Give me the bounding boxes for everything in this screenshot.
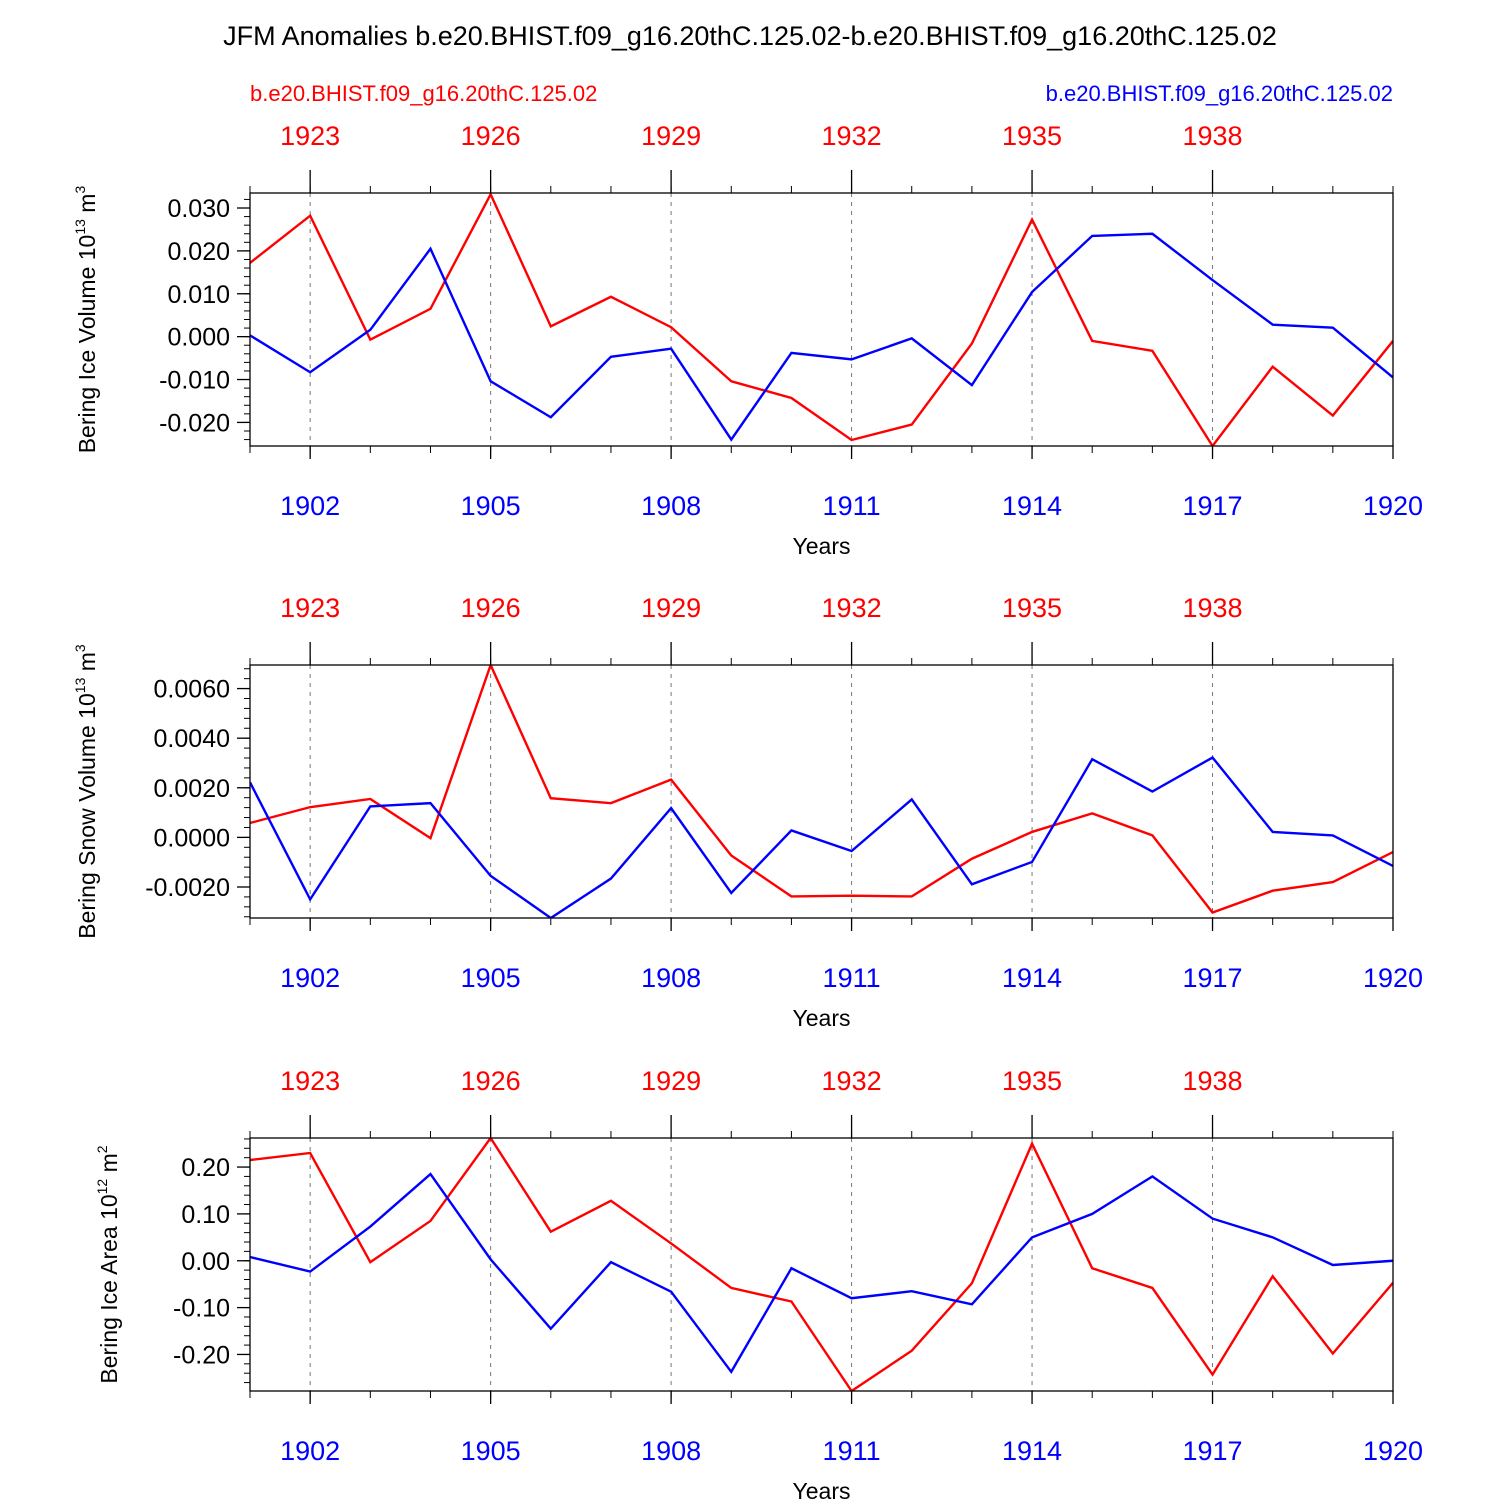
x-bottom-tick-label: 1905 [461, 963, 521, 993]
y-axis-title-main: Bering Snow Volume 10 [74, 693, 100, 939]
x-top-tick-label: 1923 [280, 121, 340, 151]
x-top-tick-label: 1926 [461, 121, 521, 151]
y-axis-title-exponent: 13 [72, 219, 88, 235]
x-top-tick-label: 1935 [1002, 121, 1062, 151]
chart-title: JFM Anomalies b.e20.BHIST.f09_g16.20thC.… [223, 21, 1277, 51]
plot-frame [249, 192, 1394, 447]
x-bottom-tick-label: 1917 [1182, 1436, 1242, 1466]
y-axis-title-exponent: 13 [72, 677, 88, 693]
y-tick-label: -0.020 [159, 409, 230, 437]
y-axis-title-unit: m [96, 1153, 122, 1179]
y-axis-title-main: Bering Ice Area 10 [96, 1194, 122, 1383]
x-top-tick-label: 1926 [461, 593, 521, 623]
series-line-blue [250, 755, 1393, 918]
chart-panels: 0.030 0.020 0.010 0.000 -0.010 -0.020 1902 1905… [72, 121, 1423, 1500]
y-tick-label: 0.0020 [154, 775, 230, 803]
legend-blue-label: b.e20.BHIST.f09_g16.20thC.125.02 [1046, 81, 1393, 106]
x-bottom-tick-label: 1920 [1363, 1436, 1423, 1466]
x-top-tick-label: 1929 [641, 121, 701, 151]
x-bottom-tick-label: 1902 [280, 1436, 340, 1466]
y-tick-label: 0.0060 [154, 676, 230, 704]
y-tick-label: 0.10 [181, 1201, 230, 1229]
y-axis-title: Bering Ice Volume 1013 m3 [72, 186, 100, 454]
x-top-tick-label: 1929 [641, 1066, 701, 1096]
y-axis-title-unit-exponent: 2 [94, 1145, 110, 1153]
x-bottom-tick-label: 1911 [823, 491, 881, 521]
x-top-tick-label: 1938 [1182, 121, 1242, 151]
y-tick-label: 0.010 [167, 281, 230, 309]
legend-red-label: b.e20.BHIST.f09_g16.20thC.125.02 [250, 81, 597, 106]
y-axis-title: Bering Snow Volume 1013 m3 [72, 644, 100, 939]
x-bottom-tick-label: 1908 [641, 1436, 701, 1466]
y-tick-label: 0.000 [167, 324, 230, 352]
x-bottom-tick-label: 1920 [1363, 963, 1423, 993]
y-axis-title: Bering Ice Area 1012 m2 [94, 1145, 122, 1383]
x-top-tick-label: 1938 [1182, 1066, 1242, 1096]
x-top-tick-label: 1929 [641, 593, 701, 623]
x-top-tick-label: 1926 [461, 1066, 521, 1096]
x-bottom-tick-label: 1911 [823, 963, 881, 993]
x-top-tick-label: 1935 [1002, 593, 1062, 623]
plot-frame [249, 664, 1394, 919]
x-bottom-tick-label: 1908 [641, 491, 701, 521]
x-top-tick-label: 1932 [822, 1066, 882, 1096]
x-bottom-tick-label: 1911 [823, 1436, 881, 1466]
x-bottom-tick-label: 1902 [280, 963, 340, 993]
y-tick-label: -0.20 [173, 1341, 230, 1369]
x-top-tick-label: 1923 [280, 593, 340, 623]
series-line-red [250, 1138, 1393, 1391]
y-axis-title-unit-exponent: 3 [72, 644, 88, 652]
x-bottom-tick-label: 1914 [1002, 963, 1062, 993]
chart-panel-2: 0.0060 0.0040 0.0020 0.0000 -0.0020 1902 1905 1… [72, 593, 1423, 1031]
x-bottom-tick-label: 1905 [461, 1436, 521, 1466]
x-bottom-tick-label: 1905 [461, 491, 521, 521]
y-axis-title-main: Bering Ice Volume 10 [74, 235, 100, 454]
x-axis-title: Years [793, 1005, 851, 1031]
x-top-tick-label: 1932 [822, 593, 882, 623]
series-line-blue [250, 1172, 1393, 1374]
y-tick-label: -0.0020 [145, 874, 230, 902]
x-top-tick-label: 1938 [1182, 593, 1242, 623]
series-line-red [250, 193, 1393, 446]
x-axis-title: Years [793, 1478, 851, 1500]
y-tick-label: 0.030 [167, 195, 230, 223]
series-line-blue [250, 232, 1393, 442]
x-bottom-tick-label: 1914 [1002, 1436, 1062, 1466]
x-axis-title: Years [793, 533, 851, 559]
plot-frame [249, 1137, 1394, 1392]
y-axis-title-unit: m [74, 194, 100, 220]
y-tick-label: 0.0040 [154, 725, 230, 753]
x-bottom-tick-label: 1908 [641, 963, 701, 993]
y-tick-label: 0.0000 [154, 824, 230, 852]
x-bottom-tick-label: 1917 [1182, 491, 1242, 521]
y-axis-title-unit-exponent: 3 [72, 186, 88, 194]
x-bottom-tick-label: 1917 [1182, 963, 1242, 993]
x-bottom-tick-label: 1920 [1363, 491, 1423, 521]
y-tick-label: -0.10 [173, 1295, 230, 1323]
y-axis-title-unit: m [74, 652, 100, 678]
chart-panel-3: 0.20 0.10 0.00 -0.10 -0.20 1902 1905 1908 1911 19… [94, 1066, 1423, 1500]
y-tick-label: 0.20 [181, 1154, 230, 1182]
y-tick-label: 0.020 [167, 238, 230, 266]
x-bottom-tick-label: 1902 [280, 491, 340, 521]
x-top-tick-label: 1932 [822, 121, 882, 151]
chart-panel-1: 0.030 0.020 0.010 0.000 -0.010 -0.020 1902 1905… [72, 121, 1423, 559]
x-bottom-tick-label: 1914 [1002, 491, 1062, 521]
y-tick-label: -0.010 [159, 367, 230, 395]
x-top-tick-label: 1935 [1002, 1066, 1062, 1096]
series-line-red [250, 665, 1393, 914]
y-axis-title-exponent: 12 [94, 1179, 110, 1195]
y-tick-label: 0.00 [181, 1248, 230, 1276]
x-top-tick-label: 1923 [280, 1066, 340, 1096]
